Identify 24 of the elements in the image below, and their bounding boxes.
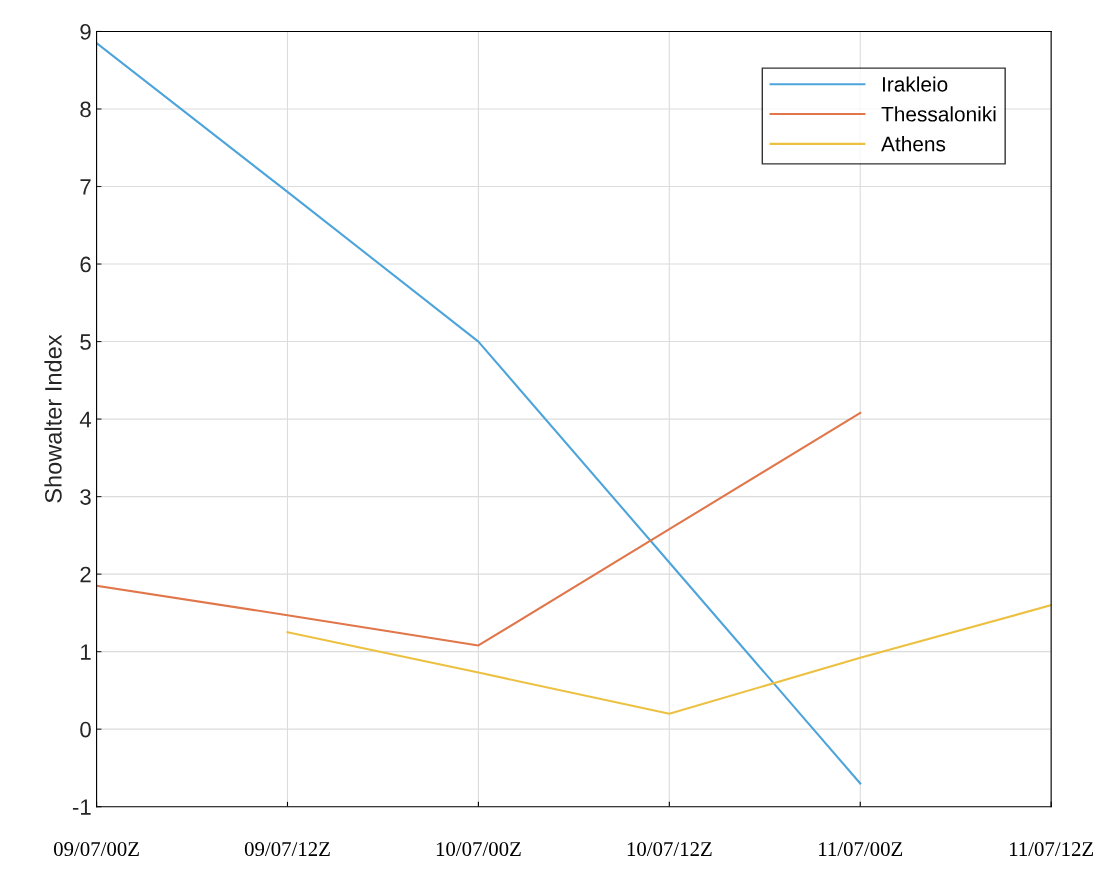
y-tick-label: 2: [80, 566, 91, 583]
y-tick-label: 6: [80, 256, 91, 273]
x-tick-label: 09/07/12Z: [244, 842, 330, 857]
y-tick-label: 1: [81, 644, 91, 660]
line-series: [286, 604, 1052, 715]
y-tick-label: 9: [80, 24, 91, 40]
x-tick-label: 09/07/00Z: [53, 842, 139, 857]
y-tick-label: -1: [72, 799, 91, 815]
y-tick-label: 3: [80, 489, 91, 505]
y-tick-label: 7: [80, 179, 91, 195]
x-tick-label: 11/07/12Z: [1009, 842, 1094, 857]
y-tick-label: 8: [80, 101, 91, 118]
x-tick-label: 10/07/00Z: [436, 842, 521, 857]
legend-label: Athens: [881, 136, 946, 152]
line-series: [96, 42, 862, 785]
x-tick-label: 10/07/12Z: [627, 842, 712, 857]
y-axis-title: Showalter Index: [44, 334, 62, 503]
legend-label: Irakleio: [882, 76, 948, 92]
y-tick-label: 4: [79, 411, 92, 428]
y-tick-label: 5: [80, 334, 91, 350]
legend-label: Thessaloniki: [881, 106, 996, 122]
line-series: [96, 411, 862, 647]
x-tick-label: 11/07/00Z: [819, 842, 903, 857]
y-tick-label: 0: [80, 721, 91, 738]
